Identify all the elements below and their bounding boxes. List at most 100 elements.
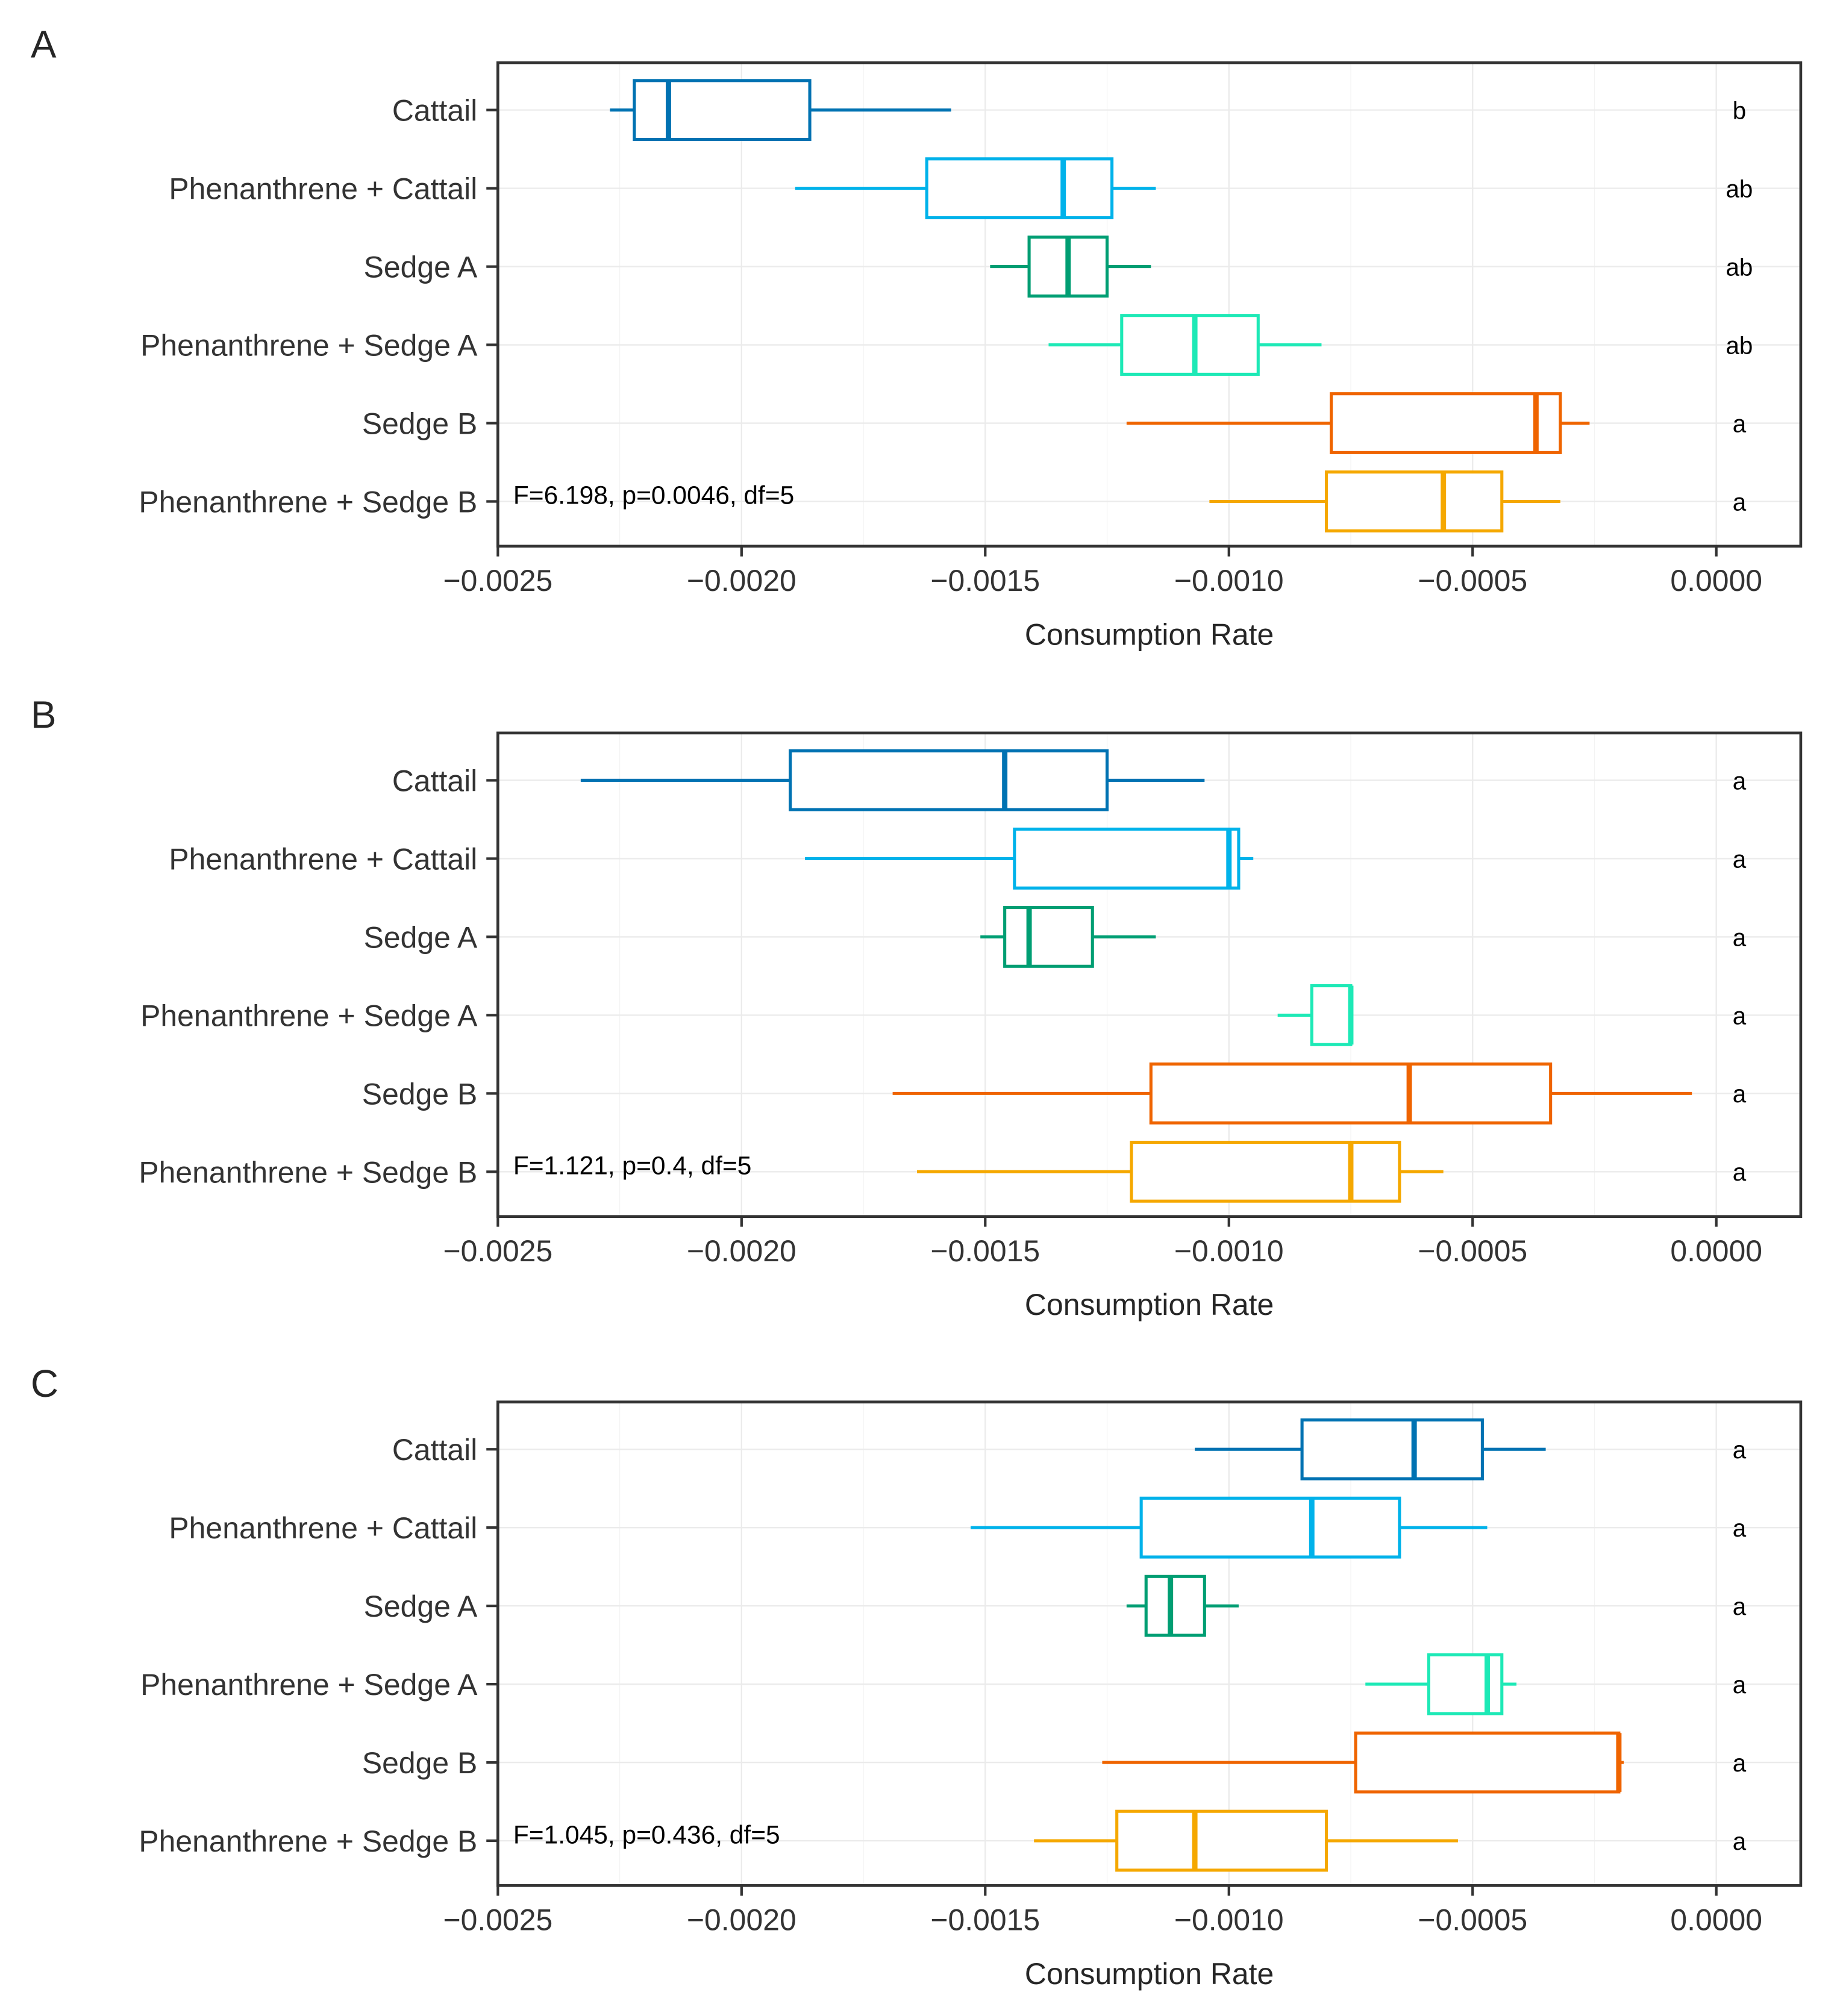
- panel-a: Ab Cattail ab Phenanthrene + Cattail ab Sedge…: [31, 23, 1803, 651]
- significance-letter: ab: [1726, 175, 1753, 202]
- significance-letter: a: [1733, 1002, 1747, 1029]
- panel-letter: B: [31, 693, 57, 736]
- significance-letter: ab: [1726, 253, 1753, 281]
- anova-annotation: F=1.045, p=0.436, df=5: [513, 1821, 780, 1849]
- x-tick-label: −0.0020: [687, 1903, 796, 1937]
- anova-annotation: F=6.198, p=0.0046, df=5: [513, 482, 794, 510]
- x-tick-label: 0.0000: [1670, 1234, 1762, 1268]
- box-iqr: [1330, 392, 1562, 454]
- box-phenanthrene-sedge-b: [1034, 1809, 1458, 1872]
- category-label: Phenanthrene + Cattail: [169, 843, 477, 876]
- box-phenanthrene-sedge-a: [1365, 1653, 1517, 1715]
- category-label: Phenanthrene + Cattail: [169, 172, 477, 206]
- significance-letter: a: [1733, 1436, 1747, 1464]
- x-tick-label: −0.0010: [1174, 1903, 1284, 1937]
- x-tick-label: −0.0005: [1418, 1903, 1527, 1937]
- box-iqr: [1120, 314, 1260, 376]
- category-label: Phenanthrene + Sedge A: [140, 999, 478, 1032]
- x-tick-label: 0.0000: [1670, 564, 1762, 598]
- x-axis-title: Consumption Rate: [1025, 1957, 1274, 1991]
- category-label: Sedge A: [364, 1590, 478, 1623]
- box-cattail: [1195, 1418, 1546, 1481]
- significance-letter: ab: [1726, 331, 1753, 359]
- category-label: Sedge B: [362, 1077, 477, 1111]
- x-tick-label: −0.0005: [1418, 564, 1527, 598]
- category-label: Cattail: [392, 764, 477, 798]
- significance-letter: a: [1733, 1827, 1747, 1855]
- plot-frame: [496, 731, 1803, 1219]
- box-phenanthrene-cattail: [804, 828, 1254, 890]
- significance-letter: a: [1733, 845, 1747, 873]
- significance-letter: a: [1733, 1593, 1747, 1620]
- x-tick-label: −0.0025: [443, 564, 552, 598]
- box-iqr: [1139, 1496, 1401, 1559]
- significance-letter: a: [1733, 767, 1747, 794]
- category-label: Sedge B: [362, 407, 477, 441]
- panel-c: Ca Cattail a Phenanthrene + Cattail a Sedge A…: [31, 1362, 1803, 1991]
- category-label: Phenanthrene + Sedge B: [139, 1155, 477, 1189]
- box-iqr: [1144, 1574, 1206, 1637]
- significance-letter: a: [1733, 410, 1747, 437]
- box-cattail: [610, 79, 951, 142]
- box-sedge-b: [892, 1062, 1692, 1125]
- plot-frame: [496, 1400, 1803, 1887]
- box-phenanthrene-cattail: [971, 1496, 1488, 1559]
- x-tick-label: 0.0000: [1670, 1903, 1762, 1937]
- significance-letter: a: [1733, 1671, 1747, 1699]
- box-iqr: [1003, 906, 1094, 968]
- box-sedge-a: [980, 906, 1156, 968]
- box-iqr: [1354, 1731, 1621, 1794]
- x-tick-label: −0.0020: [687, 564, 796, 598]
- box-sedge-a: [990, 236, 1151, 298]
- category-label: Cattail: [392, 94, 477, 128]
- box-iqr: [1115, 1809, 1328, 1872]
- box-phenanthrene-sedge-a: [1048, 314, 1322, 376]
- category-label: Sedge A: [364, 920, 478, 954]
- significance-letter: a: [1733, 1158, 1747, 1186]
- x-tick-label: −0.0010: [1174, 1234, 1284, 1268]
- box-iqr: [1324, 470, 1504, 532]
- significance-letter: a: [1733, 1080, 1747, 1108]
- box-iqr: [1300, 1418, 1484, 1481]
- panel-b: Ba Cattail a Phenanthrene + Cattail a Sedge A…: [31, 693, 1803, 1322]
- box-iqr: [633, 79, 812, 142]
- x-axis-title: Consumption Rate: [1025, 617, 1274, 651]
- box-iqr: [1130, 1140, 1401, 1203]
- box-iqr: [1149, 1062, 1553, 1125]
- box-sedge-a: [1126, 1574, 1239, 1637]
- box-phenanthrene-cattail: [795, 157, 1156, 220]
- box-phenanthrene-sedge-b: [1209, 470, 1560, 532]
- box-iqr: [1013, 828, 1241, 890]
- category-label: Phenanthrene + Sedge A: [140, 1668, 478, 1702]
- category-label: Phenanthrene + Sedge A: [140, 329, 478, 363]
- panel-letter: C: [31, 1362, 58, 1405]
- category-label: Phenanthrene + Cattail: [169, 1511, 477, 1545]
- anova-annotation: F=1.121, p=0.4, df=5: [513, 1152, 752, 1181]
- box-iqr: [925, 157, 1114, 220]
- category-label: Phenanthrene + Sedge B: [139, 1824, 477, 1858]
- significance-letter: a: [1733, 488, 1747, 516]
- box-phenanthrene-sedge-b: [917, 1140, 1444, 1203]
- category-label: Sedge B: [362, 1746, 477, 1780]
- significance-letter: a: [1733, 923, 1747, 951]
- x-tick-label: −0.0015: [930, 1903, 1040, 1937]
- x-tick-label: −0.0025: [443, 1234, 552, 1268]
- box-iqr: [789, 749, 1109, 811]
- category-label: Phenanthrene + Sedge B: [139, 485, 477, 519]
- significance-letter: a: [1733, 1749, 1747, 1777]
- x-axis-title: Consumption Rate: [1025, 1288, 1274, 1322]
- panel-letter: A: [31, 23, 57, 66]
- x-tick-label: −0.0020: [687, 1234, 796, 1268]
- x-tick-label: −0.0010: [1174, 564, 1284, 598]
- box-cattail: [580, 749, 1205, 811]
- box-sedge-b: [1126, 392, 1590, 454]
- significance-letter: b: [1733, 97, 1746, 125]
- significance-letter: a: [1733, 1514, 1747, 1542]
- category-label: Sedge A: [364, 251, 478, 284]
- box-sedge-b: [1102, 1731, 1624, 1794]
- category-label: Cattail: [392, 1433, 477, 1467]
- box-iqr: [1427, 1653, 1504, 1715]
- x-tick-label: −0.0005: [1418, 1234, 1527, 1268]
- box-phenanthrene-sedge-a: [1277, 984, 1354, 1046]
